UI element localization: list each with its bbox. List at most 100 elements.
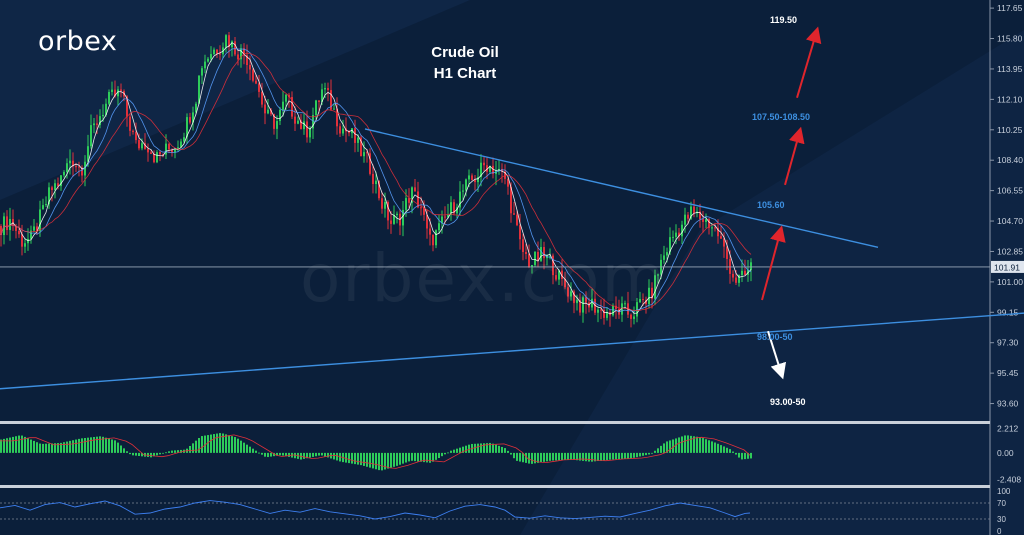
candle-body xyxy=(528,253,530,267)
macd-histogram-bar xyxy=(348,452,350,464)
macd-histogram-bar xyxy=(246,444,248,453)
macd-histogram-bar xyxy=(168,451,170,453)
macd-histogram-bar xyxy=(690,435,692,453)
candle-body xyxy=(108,91,110,104)
price-tick-label: 101.00 xyxy=(997,277,1023,287)
candle-body xyxy=(456,207,458,214)
candle-body xyxy=(645,299,647,305)
macd-histogram-bar xyxy=(123,448,125,453)
candle-body xyxy=(417,191,419,208)
candle-body xyxy=(348,131,350,134)
candle-body xyxy=(711,227,713,229)
candle-body xyxy=(372,173,374,185)
pane-separator xyxy=(0,485,990,488)
macd-histogram-bar xyxy=(402,452,404,464)
candle-body xyxy=(534,251,536,265)
candle-body xyxy=(75,166,77,168)
macd-histogram-bar xyxy=(54,443,56,453)
price-tick-label: 115.80 xyxy=(997,34,1023,44)
macd-histogram-bar xyxy=(507,450,509,453)
macd-histogram-bar xyxy=(678,437,680,453)
candle-body xyxy=(402,209,404,226)
macd-histogram-bar xyxy=(285,452,287,457)
macd-histogram-bar xyxy=(15,436,17,453)
macd-tick-label: 2.212 xyxy=(997,423,1019,433)
candle-body xyxy=(687,214,689,219)
macd-histogram-bar xyxy=(120,445,122,453)
macd-histogram-bar xyxy=(552,452,554,461)
candle-body xyxy=(726,246,728,260)
candle-body xyxy=(201,68,203,76)
candle-body xyxy=(720,236,722,239)
candle-body xyxy=(552,255,554,276)
candle-body xyxy=(117,89,119,97)
candle-body xyxy=(438,223,440,231)
macd-histogram-bar xyxy=(714,442,716,453)
candle-body xyxy=(435,230,437,246)
candle-body xyxy=(21,234,23,247)
candle-body xyxy=(408,198,410,203)
macd-histogram-bar xyxy=(87,437,89,453)
macd-histogram-bar xyxy=(573,452,575,460)
candle-body xyxy=(396,213,398,216)
candle-body xyxy=(741,270,743,275)
rsi-pane: 100 70 30 0 xyxy=(0,485,1011,535)
macd-histogram-bar xyxy=(519,452,521,462)
macd-histogram-bar xyxy=(660,445,662,453)
candle-body xyxy=(159,152,161,155)
price-tick-label: 102.85 xyxy=(997,246,1023,256)
macd-histogram-bar xyxy=(249,446,251,453)
macd-histogram-bar xyxy=(564,452,566,460)
candle-body xyxy=(738,274,740,283)
macd-histogram-bar xyxy=(276,452,278,456)
candle-body xyxy=(708,219,710,228)
candle-body xyxy=(267,109,269,114)
candle-body xyxy=(234,41,236,55)
macd-histogram-bar xyxy=(711,441,713,453)
macd-histogram-bar xyxy=(279,452,281,456)
macd-histogram-bar xyxy=(648,452,650,455)
candle-body xyxy=(195,103,197,113)
candle-body xyxy=(612,305,614,316)
macd-histogram-bar xyxy=(672,439,674,453)
macd-histogram-bar xyxy=(357,452,359,465)
macd-histogram-bar xyxy=(33,440,35,453)
candle-body xyxy=(66,163,68,173)
candle-body xyxy=(150,152,152,154)
macd-histogram-bar xyxy=(450,450,452,453)
candle-body xyxy=(561,270,563,280)
macd-histogram-bar xyxy=(24,436,26,453)
macd-histogram-bar xyxy=(528,452,530,464)
macd-histogram-bar xyxy=(501,446,503,453)
macd-histogram-bar xyxy=(375,452,377,470)
macd-histogram-bar xyxy=(717,443,719,453)
candle-body xyxy=(714,227,716,229)
candle-body xyxy=(684,214,686,225)
candle-body xyxy=(276,121,278,129)
candle-body xyxy=(318,100,320,102)
candle-body xyxy=(42,205,44,210)
candle-body xyxy=(555,275,557,280)
macd-histogram-bar xyxy=(483,443,485,453)
candle-body xyxy=(303,121,305,130)
candle-body xyxy=(81,167,83,176)
macd-histogram-bar xyxy=(618,452,620,460)
macd-histogram-bar xyxy=(177,450,179,453)
candle-body xyxy=(78,166,80,168)
macd-histogram-bar xyxy=(438,452,440,458)
macd-histogram-bar xyxy=(591,452,593,462)
chart-title: Crude Oil xyxy=(431,44,499,61)
candle-body xyxy=(603,309,605,318)
price-target-label: 107.50-108.50 xyxy=(752,112,810,122)
macd-histogram-bar xyxy=(6,438,8,453)
macd-histogram-bar xyxy=(57,443,59,453)
candle-body xyxy=(381,198,383,209)
macd-histogram-bar xyxy=(414,452,416,462)
macd-histogram-bar xyxy=(396,452,398,466)
candle-body xyxy=(129,116,131,131)
macd-histogram-bar xyxy=(684,435,686,453)
macd-histogram-bar xyxy=(669,440,671,453)
candle-body xyxy=(120,89,122,92)
moving-average-mid xyxy=(0,48,752,313)
